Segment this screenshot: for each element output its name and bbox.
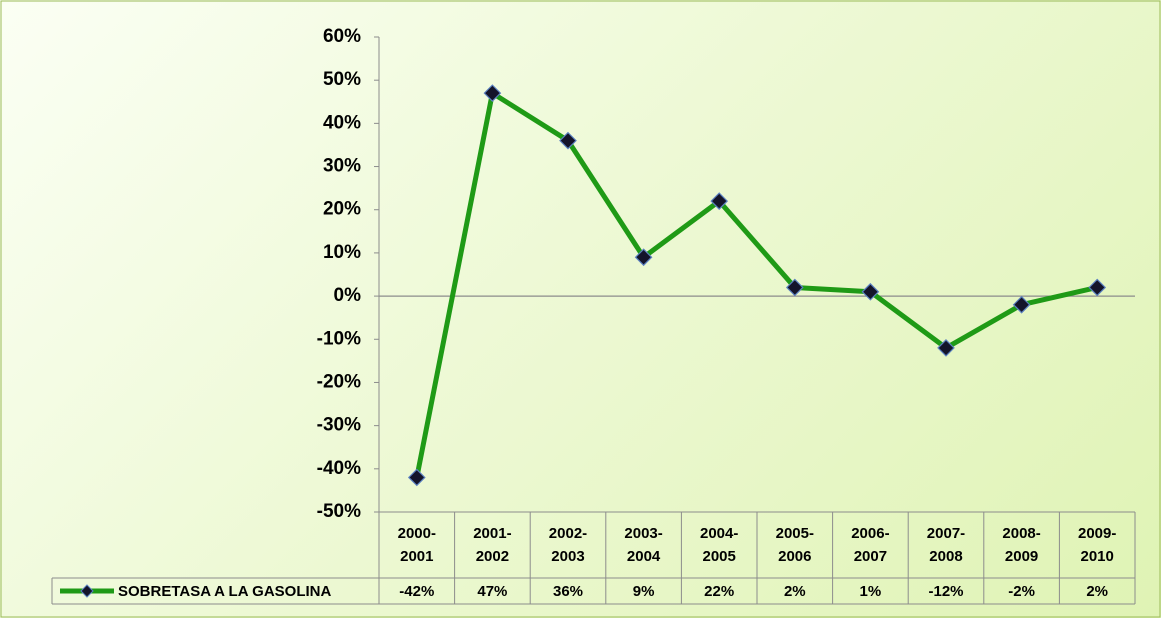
data-table-value: 22% [704,583,734,600]
data-table-value: 47% [477,583,507,600]
y-tick-label: -10% [317,328,361,349]
y-tick-label: -30% [317,415,361,436]
y-tick-label: 10% [323,242,361,263]
data-point [861,282,880,301]
data-point [1088,278,1107,297]
x-tick-label-cell: 2000-2001 [379,512,455,578]
x-tick-label-cell: 2005-2006 [757,512,833,578]
y-tick-label: -20% [317,371,361,392]
data-point [710,192,729,210]
x-tick-label: 2003-2004 [624,525,663,565]
x-tick-label: 2007-2008 [926,525,966,565]
data-point [634,248,653,267]
data-point [785,278,804,297]
y-tick-label: -40% [317,458,361,479]
y-tick-label: 20% [323,199,361,220]
x-tick-label-cell: 2007-2008 [908,512,984,578]
x-tick-label-cell: 2004-2005 [681,512,757,578]
data-point [407,468,426,487]
x-tick-label: 2002-2003 [548,525,588,565]
data-point [559,131,577,150]
legend-marker [80,584,94,598]
legend-label: SOBRETASA A LA GASOLINA [118,583,332,600]
data-table-value: 2% [1086,583,1108,600]
data-point [483,84,502,102]
x-tick-label: 2001-2002 [473,525,512,565]
series-line [414,90,1098,478]
x-tick-label-cell: 2002-2003 [530,512,606,578]
x-tick-label-cell: 2003-2004 [606,512,682,578]
data-table-value: -42% [399,583,434,600]
x-tick-label: 2005-2006 [775,525,814,565]
x-tick-label: 2004-2005 [700,525,739,565]
data-table-value: -2% [1008,583,1035,600]
x-tick-label: 2006-2007 [851,525,890,565]
data-table-value: 9% [633,583,655,600]
y-tick-label: 50% [323,69,361,90]
x-tick-label: 2009-2010 [1078,525,1117,565]
y-tick-label: 0% [334,285,362,306]
y-tick-label: 60% [323,26,361,47]
y-tick-label: -50% [317,501,361,522]
y-tick-label: 30% [323,156,361,177]
x-tick-label-cell: 2006-2007 [833,512,909,578]
data-point [937,339,955,357]
x-tick-label: 2008-2009 [1002,525,1041,565]
data-table-value: 2% [784,583,806,600]
x-tick-label: 2000-2001 [397,525,436,565]
data-point [1012,295,1031,314]
x-tick-label-cell: 2008-2009 [984,512,1060,578]
x-tick-label-cell: 2009-2010 [1059,512,1135,578]
x-tick-label-cell: 2001-2002 [455,512,531,578]
data-table-value: -12% [928,583,963,600]
data-table-value: 1% [860,583,882,600]
y-tick-label: 40% [323,112,361,133]
data-table-value: 36% [553,583,583,600]
